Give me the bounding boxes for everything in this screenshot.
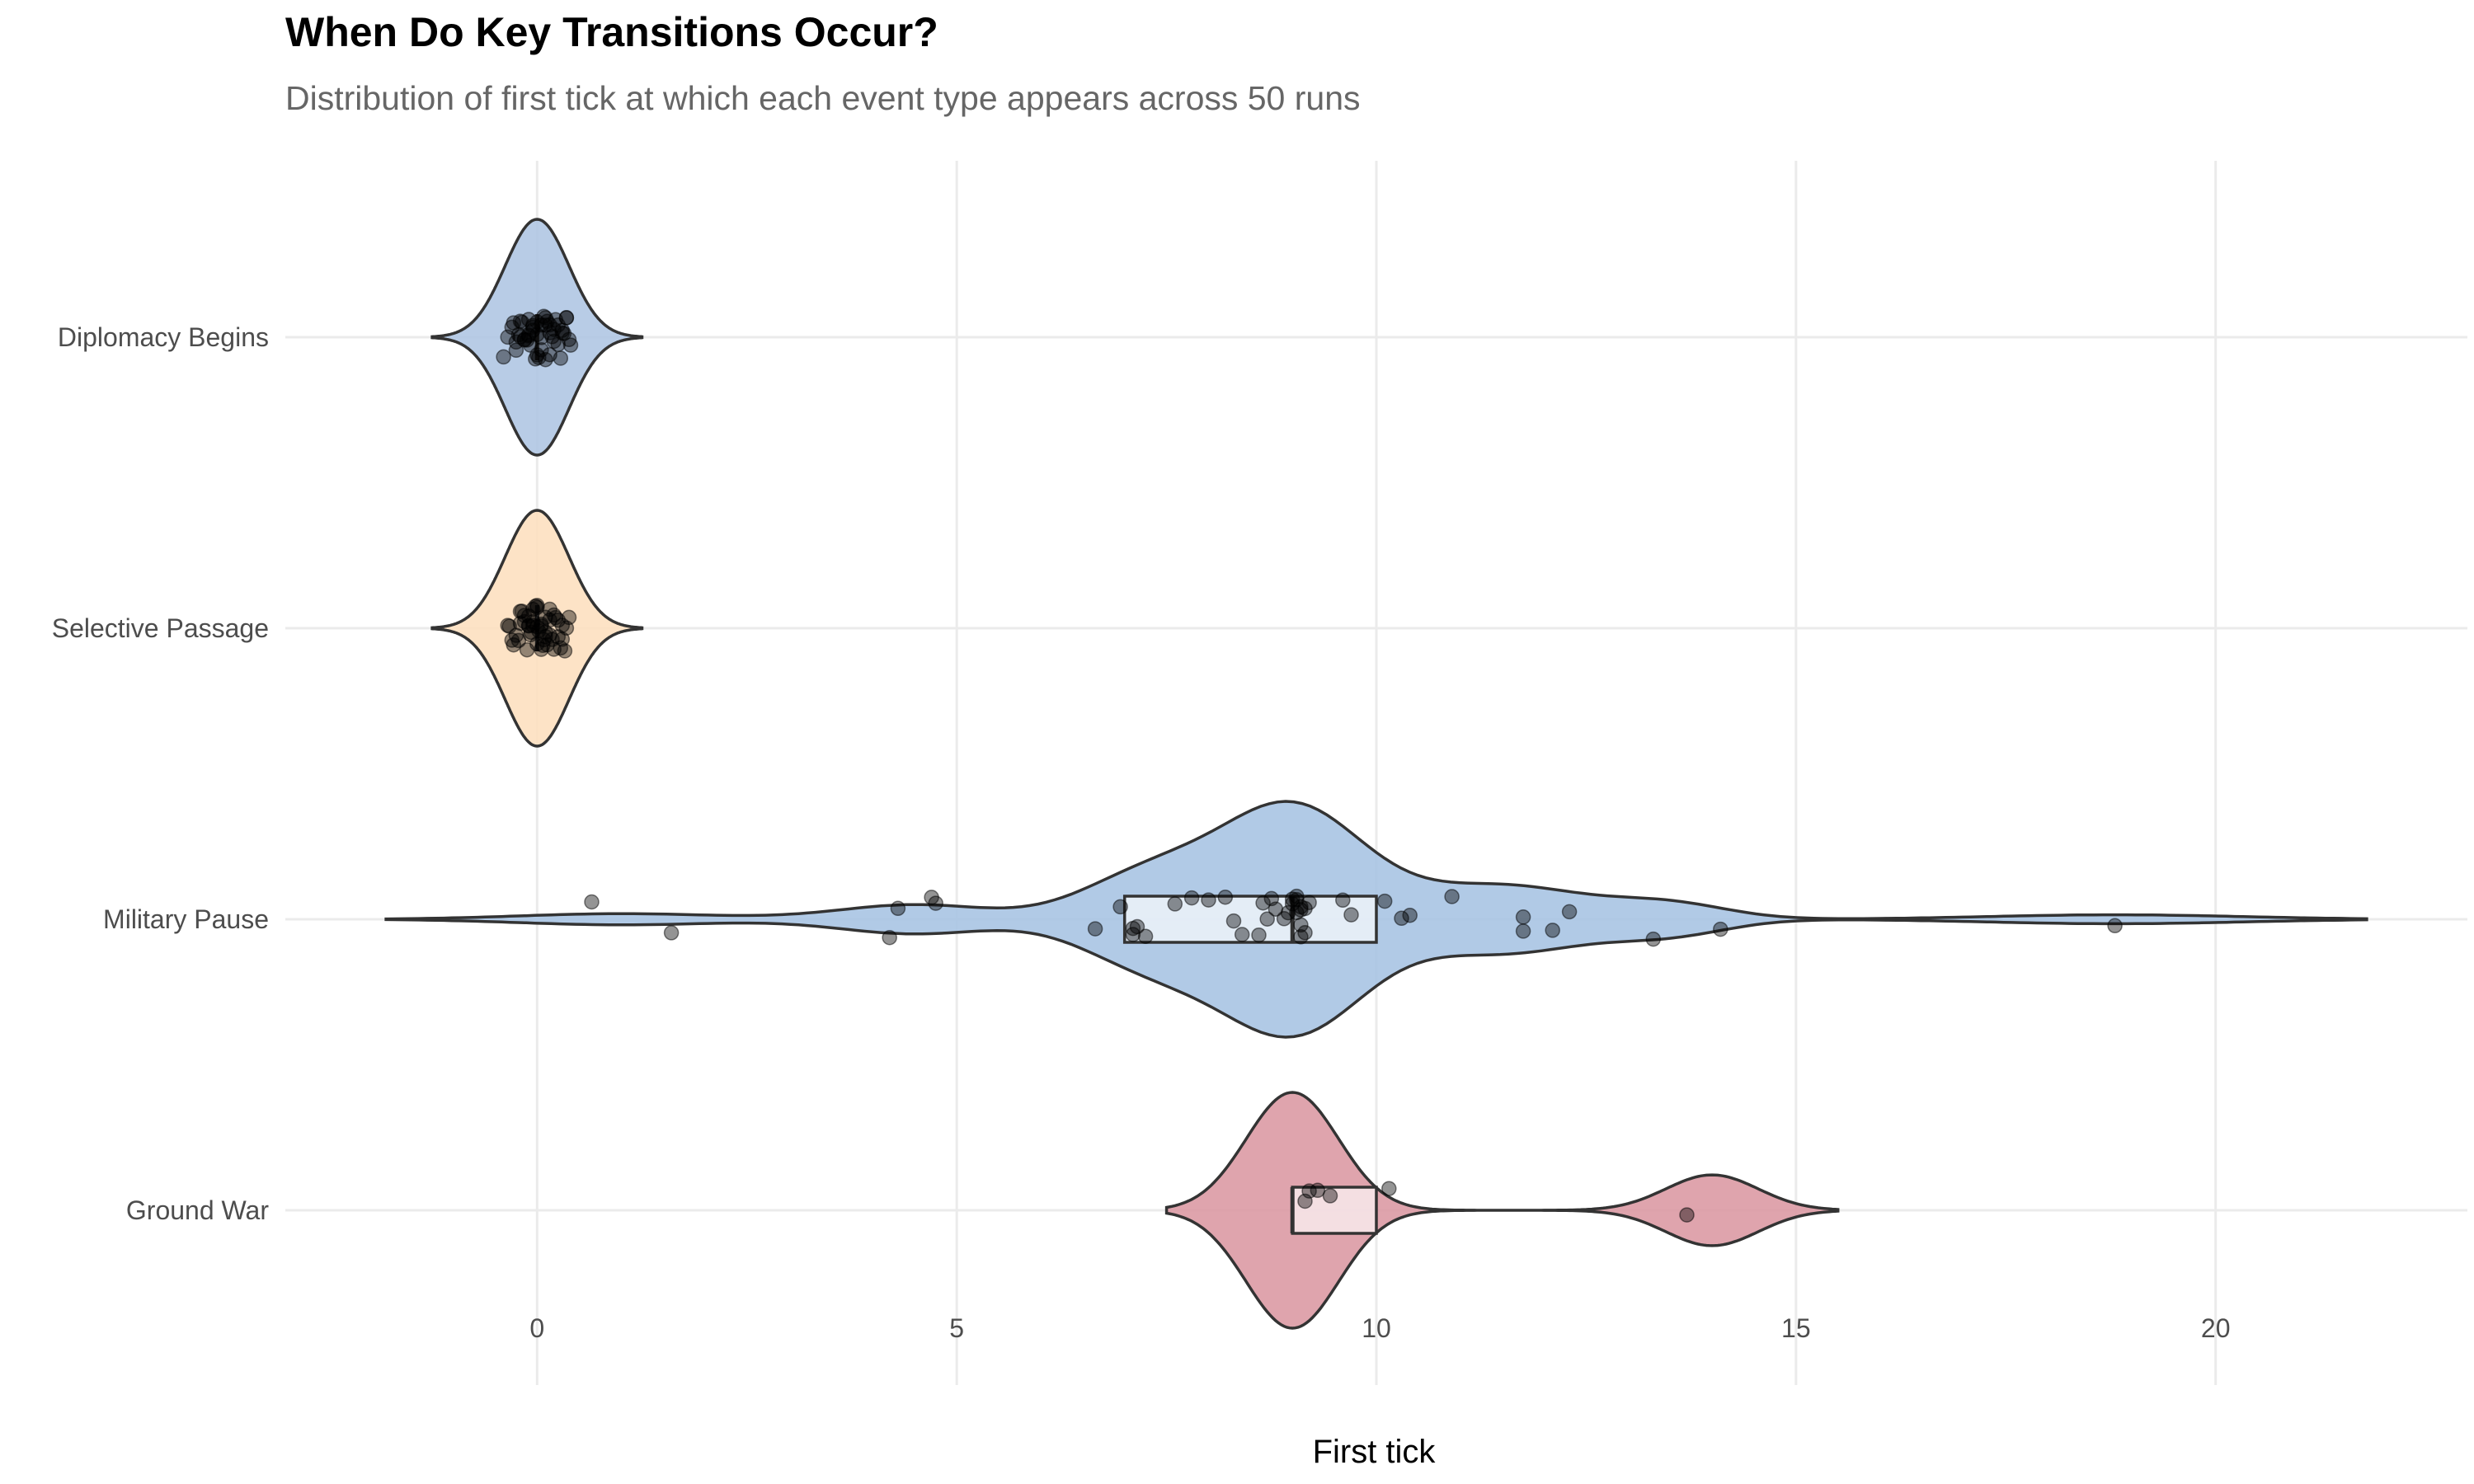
data-point bbox=[523, 624, 539, 641]
data-point bbox=[529, 347, 545, 363]
data-point bbox=[1515, 923, 1531, 939]
data-point bbox=[1322, 1188, 1338, 1204]
data-point bbox=[1251, 927, 1267, 943]
data-point bbox=[1402, 907, 1418, 923]
data-point bbox=[928, 895, 943, 911]
data-point bbox=[529, 619, 545, 635]
data-point bbox=[1376, 893, 1393, 909]
data-point bbox=[553, 350, 569, 366]
data-point bbox=[584, 894, 600, 910]
data-point bbox=[1679, 1207, 1695, 1223]
x-tick-label: 15 bbox=[1781, 1313, 1811, 1343]
data-point bbox=[506, 636, 522, 653]
data-point bbox=[1713, 921, 1729, 937]
data-point bbox=[1444, 889, 1460, 904]
data-point bbox=[535, 637, 551, 654]
data-point bbox=[554, 632, 571, 647]
data-point bbox=[1183, 890, 1200, 906]
data-point bbox=[1201, 892, 1216, 908]
violin-ground-war bbox=[1164, 1091, 1840, 1330]
data-point bbox=[890, 900, 906, 917]
data-point bbox=[1280, 904, 1296, 921]
data-point bbox=[562, 337, 579, 353]
data-point bbox=[529, 598, 545, 613]
x-tick-label: 20 bbox=[2201, 1313, 2231, 1343]
chart-title: When Do Key Transitions Occur? bbox=[285, 9, 938, 55]
data-point bbox=[542, 317, 557, 333]
data-point bbox=[519, 641, 535, 658]
x-tick-label: 10 bbox=[1362, 1313, 1391, 1343]
box bbox=[1122, 895, 1378, 944]
data-point bbox=[1167, 896, 1183, 912]
data-point bbox=[1289, 892, 1305, 908]
chart-subtitle: Distribution of first tick at which each… bbox=[285, 79, 1361, 117]
data-point bbox=[1297, 1193, 1313, 1209]
x-tick-label: 5 bbox=[949, 1313, 964, 1343]
data-point bbox=[557, 643, 573, 659]
y-tick-label: Selective Passage bbox=[52, 613, 269, 643]
data-point bbox=[1545, 923, 1560, 938]
data-point bbox=[1297, 925, 1313, 941]
y-tick-label: Ground War bbox=[126, 1195, 269, 1225]
data-point bbox=[561, 609, 577, 626]
data-point bbox=[501, 618, 517, 634]
data-point bbox=[496, 349, 511, 365]
data-point bbox=[1217, 889, 1234, 905]
data-point bbox=[1343, 907, 1359, 923]
data-point bbox=[1255, 895, 1271, 911]
data-point bbox=[1515, 909, 1531, 925]
y-tick-label: Military Pause bbox=[103, 904, 269, 934]
x-tick-label: 0 bbox=[529, 1313, 544, 1343]
data-point bbox=[663, 925, 680, 941]
data-point bbox=[1310, 1182, 1326, 1199]
data-point bbox=[1645, 931, 1662, 947]
data-point bbox=[1335, 892, 1351, 909]
data-point bbox=[542, 325, 557, 340]
x-axis-title: First tick bbox=[1313, 1434, 1437, 1470]
data-point bbox=[882, 929, 897, 946]
data-point bbox=[520, 328, 537, 344]
data-point bbox=[508, 342, 524, 359]
data-point bbox=[542, 601, 557, 618]
data-point bbox=[1394, 910, 1409, 927]
data-point bbox=[1125, 927, 1141, 942]
box-layer bbox=[534, 314, 1378, 1235]
data-point bbox=[512, 313, 529, 329]
data-point bbox=[1293, 929, 1309, 945]
y-tick-label: Diplomacy Begins bbox=[58, 322, 269, 352]
data-point bbox=[538, 351, 553, 368]
data-point bbox=[1381, 1181, 1397, 1196]
data-point bbox=[1561, 904, 1578, 920]
data-point bbox=[1289, 888, 1305, 904]
data-point bbox=[529, 314, 545, 330]
data-point bbox=[538, 317, 553, 333]
data-point bbox=[2107, 918, 2123, 934]
data-point bbox=[1293, 917, 1309, 933]
data-point bbox=[1137, 928, 1154, 944]
data-point bbox=[1234, 927, 1250, 942]
data-point bbox=[1087, 921, 1103, 937]
data-point bbox=[1225, 913, 1242, 929]
data-point bbox=[1129, 918, 1145, 935]
data-point bbox=[1259, 911, 1275, 927]
data-point bbox=[1112, 899, 1128, 915]
data-point bbox=[508, 334, 524, 350]
axis-layer: 0 5 10 15 20 Diplomacy Begins Selective Passag… bbox=[52, 322, 2231, 1343]
point-layer bbox=[496, 308, 2123, 1223]
